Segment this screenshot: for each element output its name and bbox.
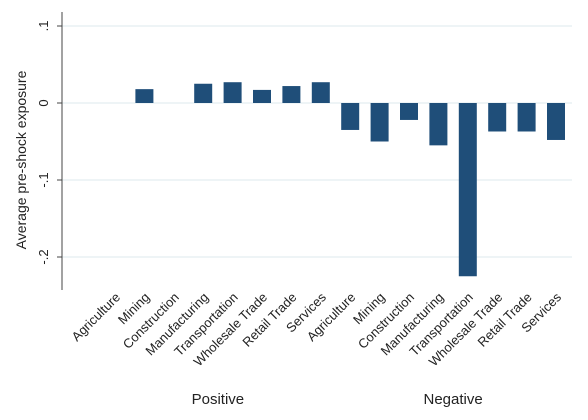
group-label: Positive bbox=[192, 391, 245, 408]
bar bbox=[253, 89, 271, 103]
bar bbox=[282, 86, 301, 103]
bar bbox=[311, 82, 330, 103]
group-label: Negative bbox=[423, 391, 482, 408]
y-tick-label: 0 bbox=[36, 99, 51, 106]
bar bbox=[194, 83, 213, 103]
bar bbox=[488, 103, 507, 132]
x-axis-category-labels: AgricultureMiningConstructionManufacturi… bbox=[69, 289, 565, 369]
y-axis-label: Average pre-shock exposure bbox=[13, 70, 29, 249]
bar bbox=[517, 103, 536, 132]
y-axis-ticks: .1 0 -.1 -.2 bbox=[36, 21, 62, 265]
y-tick-label: -.1 bbox=[36, 172, 51, 187]
gridlines bbox=[62, 25, 572, 258]
bars bbox=[135, 82, 565, 277]
bar bbox=[370, 103, 389, 142]
bar bbox=[547, 103, 565, 140]
y-tick-label: -.2 bbox=[36, 249, 51, 264]
bar bbox=[135, 89, 154, 103]
y-tick-label: .1 bbox=[36, 21, 51, 32]
bar bbox=[341, 103, 360, 130]
bar bbox=[429, 103, 448, 146]
group-labels: Positive Negative bbox=[192, 391, 483, 408]
bar bbox=[400, 103, 418, 120]
bar bbox=[223, 82, 242, 103]
bar bbox=[458, 103, 477, 277]
